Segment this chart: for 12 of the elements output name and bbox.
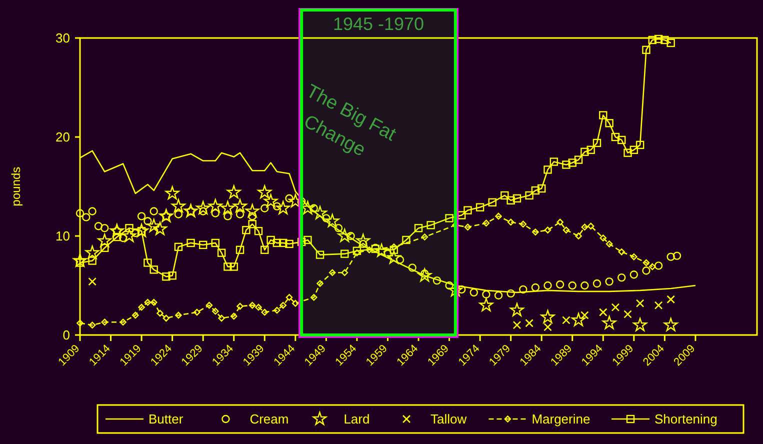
y-tick-label: 20 (56, 130, 70, 145)
legend-label: Shortening (654, 412, 718, 427)
legend-label: Cream (250, 412, 289, 427)
legend-label: Tallow (430, 412, 468, 427)
band-label: 1945 -1970 (332, 14, 424, 34)
y-axis-title: pounds (9, 166, 23, 206)
y-tick-label: 10 (56, 228, 70, 244)
legend-label: Lard (344, 412, 370, 427)
y-tick-label: 30 (56, 30, 70, 46)
legend-label: Margerine (532, 412, 590, 427)
legend-label: Butter (148, 412, 184, 427)
y-tick-label: 0 (62, 328, 70, 343)
